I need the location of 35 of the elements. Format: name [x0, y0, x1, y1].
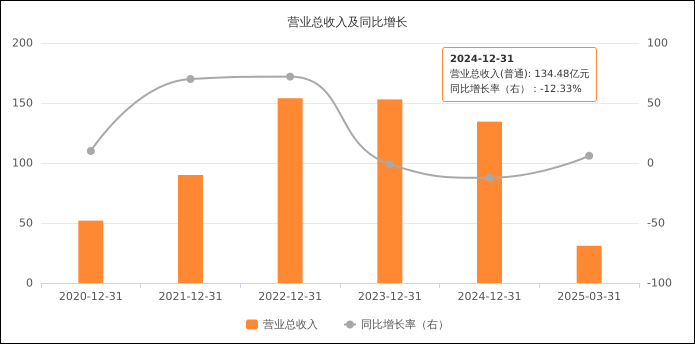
point: [86, 147, 95, 155]
y-tick-label: 0: [26, 276, 33, 290]
legend-label: 营业总收入: [263, 318, 318, 331]
point: [186, 75, 194, 83]
tooltip-panel: 2024-12-31 营业总收入(普通): 134.48亿元 同比增长率（右）：-12.33%: [442, 47, 598, 102]
chart-title: 营业总收入及同比增长: [288, 15, 408, 29]
bar: [278, 98, 303, 283]
point: [286, 72, 294, 81]
bar: [178, 175, 203, 283]
y2-tick-label: 100: [647, 36, 668, 50]
x-tick-label: 2025-03-31: [557, 290, 622, 303]
x-tick-label: 2021-12-31: [158, 290, 222, 303]
x-tick-label: 2022-12-31: [258, 290, 322, 303]
legend-label: 同比增长率（右）: [361, 318, 449, 331]
bar: [576, 246, 602, 283]
y2-tick-label: 0: [647, 156, 654, 170]
annotation: 同比增长率（右）：-12.33%: [450, 82, 583, 97]
y2-tick-label: 50: [647, 96, 661, 110]
annotation: 2024-12-31: [450, 53, 515, 67]
bar: [377, 99, 402, 283]
bar: [477, 122, 502, 283]
y-tick-label: 100: [12, 156, 33, 170]
point: [486, 174, 494, 182]
bar: [78, 220, 104, 283]
x-tick-label: 2020-12-31: [58, 290, 123, 303]
y2-tick-label: -50: [647, 216, 665, 230]
y-tick-label: 150: [12, 96, 33, 110]
x-tick-label: 2023-12-31: [358, 290, 422, 303]
annotation: 营业总收入(普通): 134.48亿元: [450, 68, 590, 82]
x-tick-label: 2024-12-31: [458, 290, 522, 303]
y-tick-label: 50: [19, 216, 33, 230]
point: [585, 152, 594, 160]
point: [386, 160, 394, 168]
y2-tick-label: -100: [647, 276, 672, 290]
y-tick-label: 200: [12, 36, 33, 50]
